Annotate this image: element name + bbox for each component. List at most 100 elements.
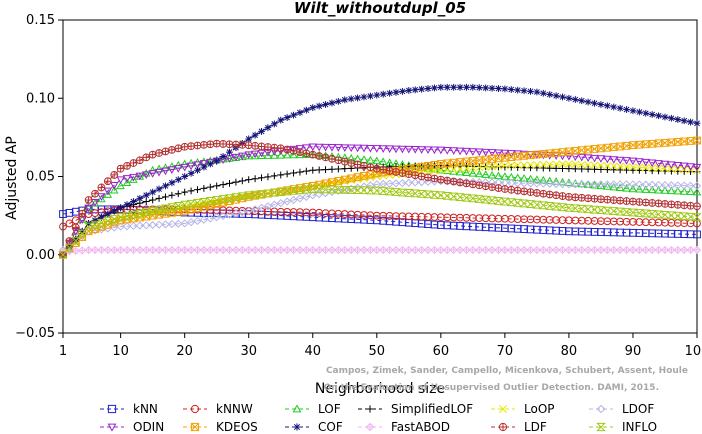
data-point bbox=[391, 179, 401, 188]
data-point bbox=[455, 167, 465, 176]
data-point bbox=[226, 148, 233, 156]
data-point bbox=[379, 90, 387, 98]
data-point bbox=[103, 190, 113, 198]
data-point bbox=[634, 209, 644, 217]
data-point bbox=[193, 216, 202, 226]
data-point bbox=[110, 171, 119, 179]
data-point bbox=[186, 218, 196, 227]
data-point bbox=[206, 214, 215, 223]
data-point bbox=[519, 179, 529, 188]
data-point bbox=[149, 196, 157, 204]
data-point bbox=[206, 183, 214, 191]
data-point bbox=[263, 151, 273, 159]
data-point bbox=[564, 245, 574, 255]
data-point bbox=[667, 181, 676, 190]
data-point bbox=[468, 180, 477, 189]
data-point bbox=[494, 184, 503, 192]
data-point bbox=[180, 200, 190, 209]
data-point bbox=[187, 142, 195, 151]
series-inflo bbox=[58, 185, 702, 259]
data-point bbox=[174, 245, 183, 255]
data-point bbox=[648, 245, 657, 255]
legend-item-kdeos: KDEOS bbox=[183, 420, 258, 434]
data-point bbox=[212, 196, 222, 204]
data-point bbox=[206, 160, 214, 168]
data-point bbox=[629, 197, 637, 206]
data-point bbox=[251, 205, 260, 214]
data-point bbox=[392, 88, 400, 96]
data-point bbox=[558, 180, 567, 189]
data-point bbox=[442, 146, 452, 155]
data-point bbox=[155, 185, 163, 193]
data-point bbox=[372, 156, 382, 165]
data-point bbox=[418, 85, 426, 93]
legend-item-simplifiedlof: SimplifiedLOF bbox=[358, 402, 473, 416]
data-point bbox=[660, 245, 670, 255]
data-point bbox=[680, 181, 689, 190]
data-point bbox=[404, 145, 414, 154]
data-point bbox=[507, 161, 516, 170]
data-point bbox=[603, 245, 612, 255]
data-point bbox=[347, 245, 356, 255]
data-point bbox=[577, 179, 586, 188]
data-point bbox=[513, 150, 522, 159]
data-point bbox=[321, 153, 330, 162]
data-point bbox=[270, 200, 279, 209]
data-point bbox=[199, 215, 208, 224]
data-point bbox=[692, 181, 702, 190]
data-point bbox=[353, 160, 362, 169]
data-point bbox=[635, 108, 643, 116]
data-point bbox=[84, 222, 94, 231]
data-point bbox=[231, 153, 241, 162]
data-point bbox=[591, 165, 598, 173]
data-point bbox=[673, 138, 682, 146]
data-point bbox=[199, 245, 208, 255]
data-point bbox=[128, 210, 139, 219]
data-point bbox=[270, 143, 279, 152]
data-point bbox=[187, 187, 195, 195]
data-point bbox=[212, 245, 221, 255]
data-point bbox=[366, 144, 375, 153]
data-point bbox=[340, 144, 350, 152]
data-point bbox=[276, 245, 285, 255]
data-point bbox=[302, 150, 311, 158]
data-point bbox=[328, 99, 336, 107]
data-point bbox=[181, 188, 189, 196]
data-point bbox=[513, 173, 522, 181]
data-point bbox=[436, 191, 446, 200]
data-point bbox=[334, 156, 343, 165]
data-point bbox=[571, 160, 580, 169]
data-point bbox=[469, 83, 477, 91]
data-point bbox=[194, 186, 201, 194]
y-tick-label: 0.15 bbox=[26, 13, 55, 28]
data-point bbox=[360, 161, 368, 170]
data-point bbox=[609, 156, 618, 164]
data-point bbox=[96, 218, 107, 227]
data-point bbox=[449, 147, 458, 155]
data-point bbox=[602, 206, 612, 215]
data-point bbox=[238, 140, 247, 149]
data-point bbox=[552, 191, 561, 200]
data-point bbox=[622, 163, 631, 171]
data-point bbox=[136, 195, 144, 202]
data-point bbox=[417, 245, 426, 255]
data-point bbox=[160, 204, 171, 213]
data-point bbox=[193, 161, 202, 170]
data-point bbox=[251, 245, 260, 255]
data-point bbox=[360, 93, 368, 101]
series-line bbox=[62, 140, 698, 256]
data-point bbox=[174, 219, 183, 228]
data-point bbox=[264, 143, 272, 151]
data-point bbox=[411, 245, 420, 255]
data-point bbox=[372, 164, 381, 173]
data-point bbox=[616, 245, 625, 255]
data-point bbox=[264, 173, 272, 181]
data-point bbox=[693, 136, 701, 145]
data-point bbox=[450, 83, 458, 91]
data-point bbox=[379, 165, 388, 174]
data-point bbox=[244, 245, 253, 255]
data-point bbox=[660, 186, 670, 194]
data-point bbox=[539, 175, 548, 184]
chart-title: Wilt_withoutdupl_05 bbox=[294, 0, 466, 17]
